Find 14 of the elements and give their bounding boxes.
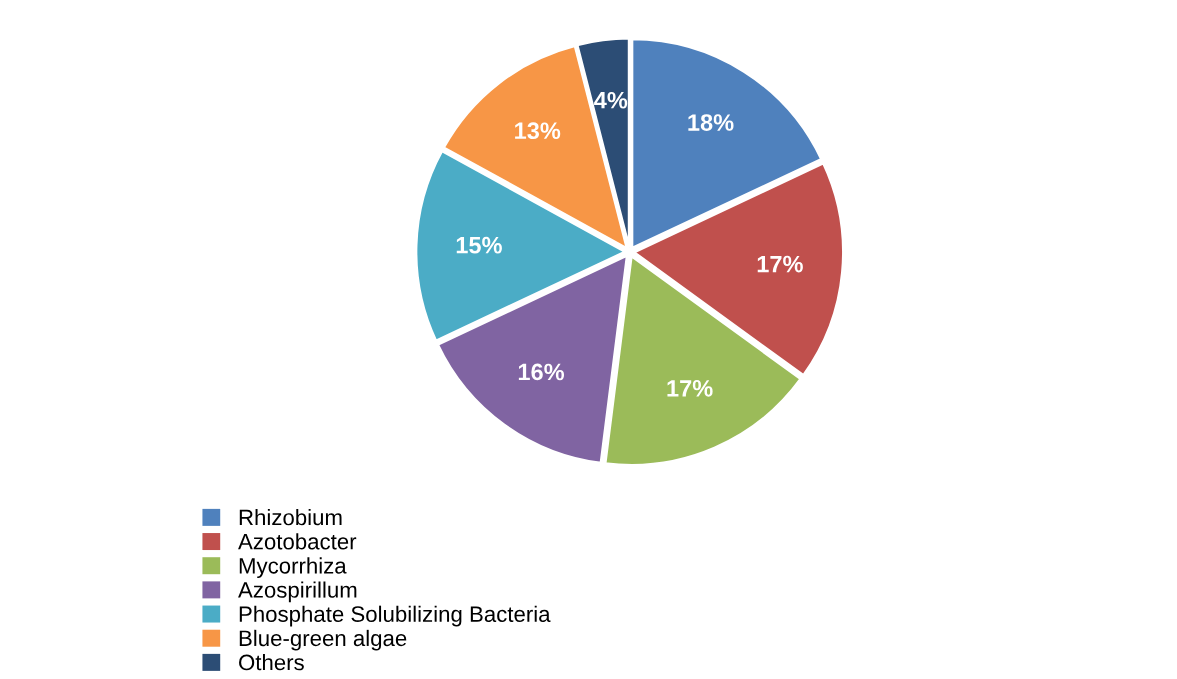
legend-label: Azotobacter — [238, 533, 357, 550]
legend-label: Phosphate Solubilizing Bacteria — [239, 605, 551, 627]
legend-label: Others — [239, 654, 304, 671]
data-label: 16% — [518, 363, 565, 381]
data-label: 18% — [688, 114, 734, 131]
data-label: 15% — [456, 236, 502, 254]
legend-label: Azospirillum — [238, 581, 357, 603]
data-label: 4% — [594, 91, 628, 109]
data-label: 17% — [667, 380, 713, 397]
legend-label: Mycorrhiza — [239, 557, 347, 579]
legend-label: Blue-green algae — [239, 629, 407, 651]
data-label: 13% — [515, 122, 561, 140]
legend-label: Rhizobium — [239, 509, 342, 526]
data-label: 17% — [757, 255, 803, 273]
